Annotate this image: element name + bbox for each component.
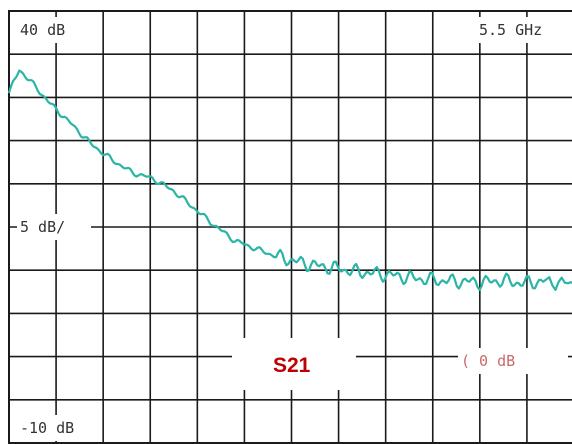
reference-level-label: ( 0 dB [461, 352, 515, 370]
ref-label-box [458, 348, 568, 374]
scale-per-div-label: 5 dB/ [20, 218, 65, 236]
top-scale-label: 40 dB [20, 21, 65, 39]
scale-label-box [17, 214, 91, 240]
s21-trace [7, 69, 572, 291]
trace-label-box [232, 338, 356, 390]
top-label-box [15, 17, 87, 43]
freq-label-box [474, 17, 572, 43]
plot-frame [8, 10, 572, 444]
bottom-label-box [15, 415, 101, 441]
plot-grid [9, 11, 572, 443]
trace-name-label: S21 [273, 354, 311, 377]
frequency-label: 5.5 GHz [479, 21, 542, 39]
bottom-scale-label: -10 dB [20, 419, 74, 437]
